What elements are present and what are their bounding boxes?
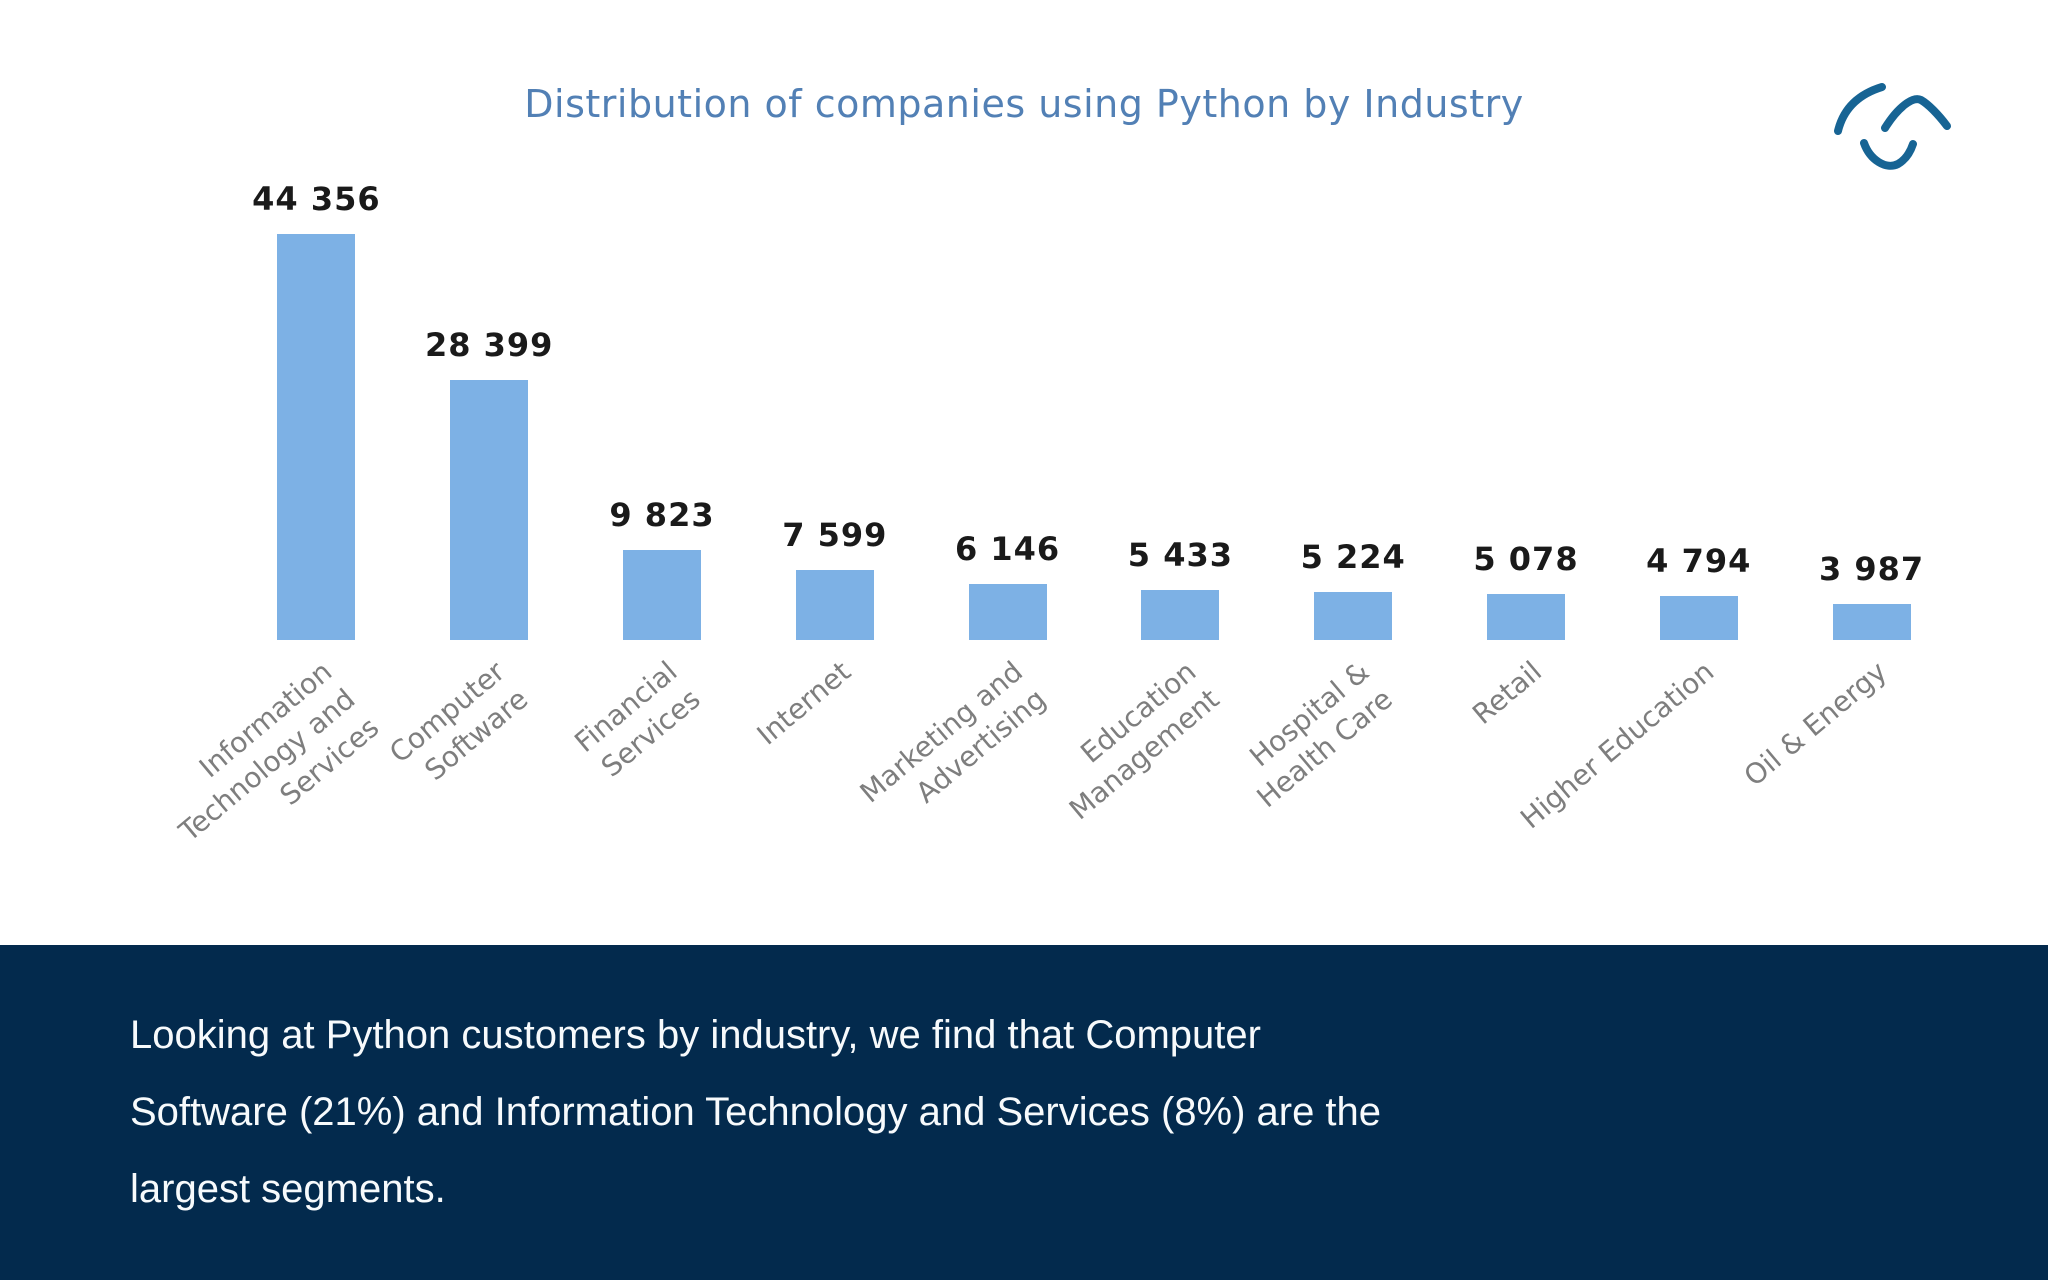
bar-column: 6 146 Marketing and Advertising (854, 0, 1094, 810)
bar-chart: Distribution of companies using Python b… (173, 0, 1958, 849)
bar-value-label: 6 146 (954, 530, 1061, 568)
bar-column: 3 987 Oil & Energy (1738, 0, 1958, 793)
bar-value-label: 5 078 (1473, 540, 1579, 578)
chart-title: Distribution of companies using Python b… (524, 82, 1524, 126)
bar (1314, 592, 1393, 640)
bar-value-label: 5 224 (1300, 538, 1406, 576)
bar-value-label: 3 987 (1818, 550, 1925, 588)
bar (968, 584, 1047, 640)
bar (622, 550, 701, 640)
bar-column: 28 399 Computer Software (383, 0, 576, 787)
x-axis-label: Oil & Energy (1737, 654, 1894, 793)
bar-value-label: 4 794 (1646, 542, 1752, 580)
x-axis-label: Hospital & Health Care (1242, 654, 1399, 815)
bar-value-label: 9 823 (609, 496, 715, 534)
bar-column: 7 599 Internet (748, 0, 921, 752)
bar-column: 5 078 Retail (1440, 0, 1613, 731)
bar (1486, 594, 1565, 640)
x-axis-label: Education Management (1063, 654, 1226, 827)
x-axis-label: Information Technology and Services (173, 654, 386, 849)
bar-column: 5 433 Education Management (1063, 0, 1267, 826)
plot-area: 44 356 Information Technology and Service… (173, 0, 1958, 848)
bar (277, 234, 356, 640)
bar (1141, 590, 1220, 640)
bar (1659, 596, 1738, 640)
bar-value-label: 5 433 (1127, 536, 1233, 574)
bar-column: 5 224 Hospital & Health Care (1243, 0, 1440, 814)
x-axis-label: Retail (1466, 654, 1548, 731)
bar-value-label: 7 599 (782, 516, 888, 554)
bar-column: 9 823 Financial Services (569, 0, 749, 784)
x-axis-label: Internet (750, 654, 857, 752)
bar-column: 4 794 Higher Education (1515, 0, 1785, 835)
x-axis-label: Financial Services (568, 654, 708, 784)
swirl-logo-icon (1834, 83, 1951, 170)
bar-value-label: 44 356 (252, 180, 381, 218)
bar-value-label: 28 399 (424, 326, 554, 364)
x-axis-label: Marketing and Advertising (854, 654, 1053, 810)
bar (795, 570, 874, 640)
x-axis-label: Computer Software (383, 654, 535, 788)
insight-text: Looking at Python customers by industry,… (130, 1013, 1382, 1211)
bar (1832, 604, 1911, 640)
bar (450, 380, 529, 640)
bar-column: 44 356 Information Technology and Service… (173, 0, 403, 848)
insight-footer: Looking at Python customers by industry,… (0, 945, 2048, 1280)
